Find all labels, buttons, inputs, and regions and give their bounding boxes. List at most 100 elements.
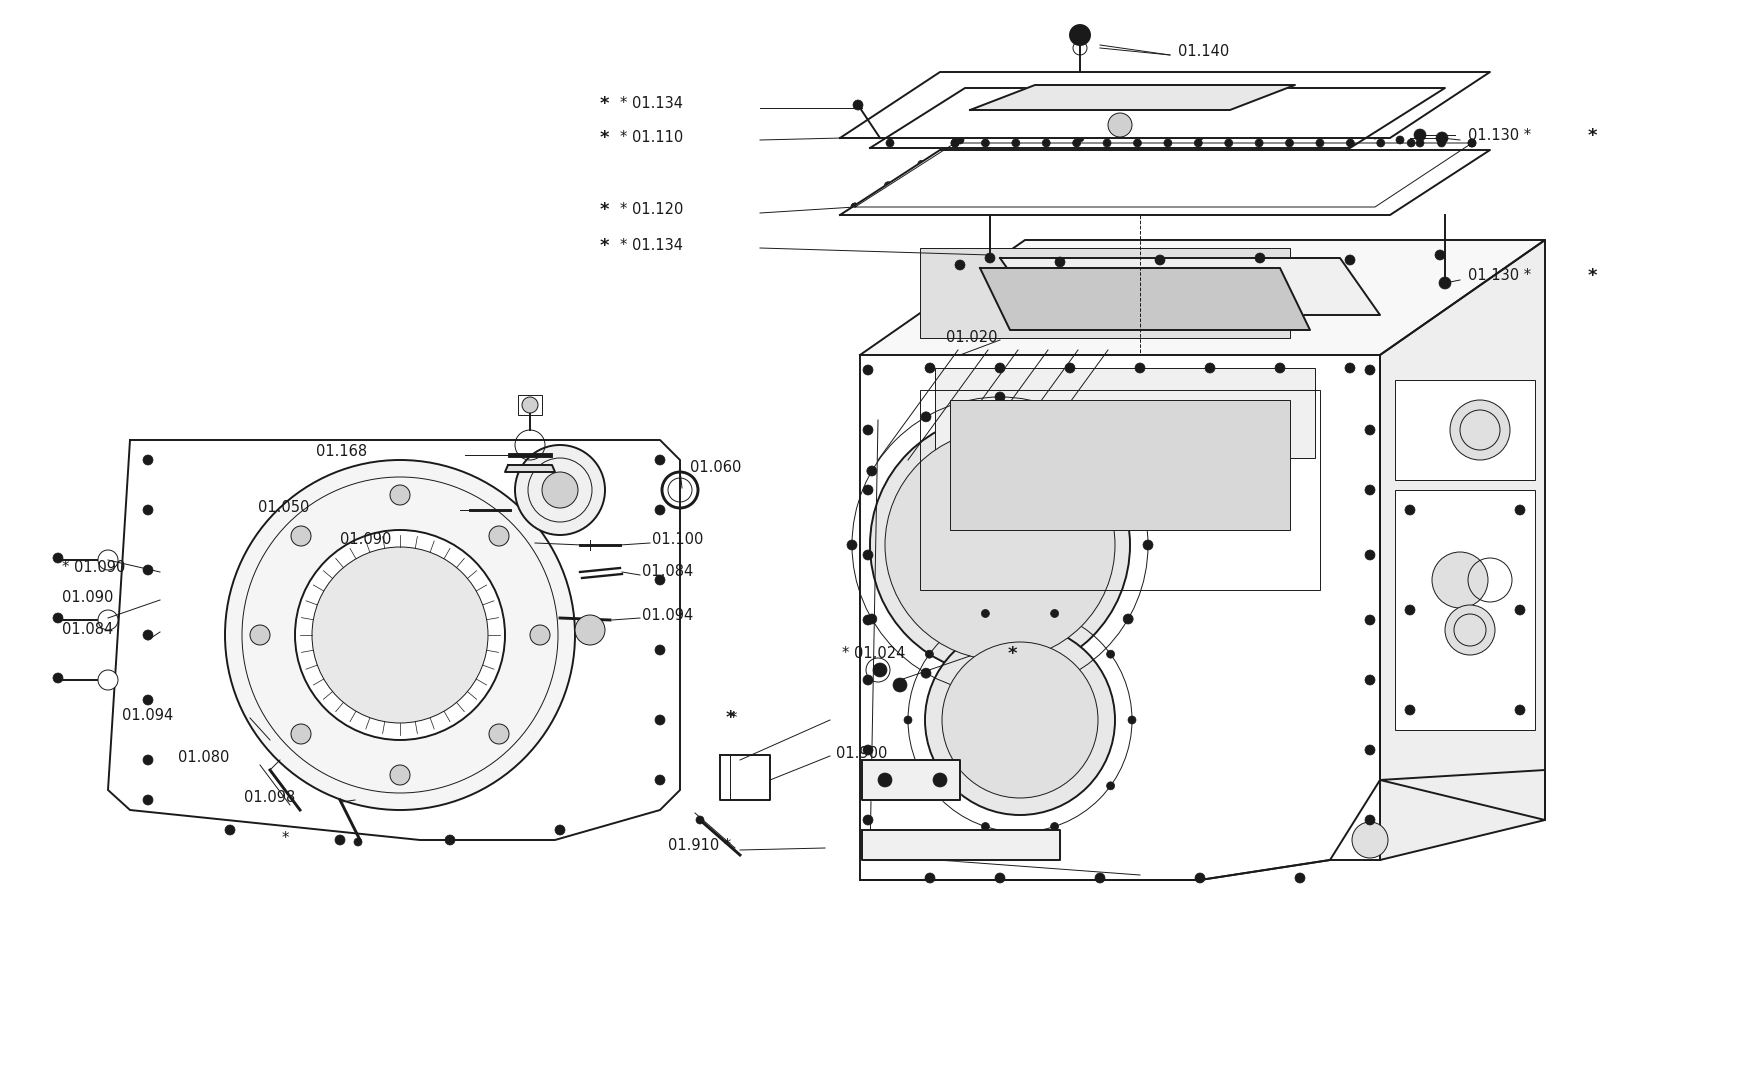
Circle shape (390, 765, 410, 785)
Text: *: * (724, 708, 735, 727)
Circle shape (1365, 615, 1376, 625)
Circle shape (1188, 203, 1195, 211)
Circle shape (1405, 705, 1416, 715)
Polygon shape (840, 150, 1489, 215)
Circle shape (1108, 113, 1132, 137)
Text: 01.100: 01.100 (653, 533, 704, 547)
Circle shape (696, 816, 704, 824)
Circle shape (654, 576, 665, 585)
Circle shape (1066, 203, 1073, 211)
Circle shape (1124, 614, 1134, 623)
Circle shape (933, 773, 947, 787)
Text: 01.900: 01.900 (836, 747, 887, 762)
Circle shape (870, 415, 1130, 675)
Circle shape (144, 755, 152, 765)
Circle shape (1069, 25, 1090, 45)
Circle shape (1516, 605, 1524, 615)
Polygon shape (970, 85, 1295, 110)
Text: * 01.090: * 01.090 (61, 560, 126, 576)
Circle shape (488, 526, 509, 546)
Circle shape (1437, 140, 1446, 147)
Circle shape (530, 625, 550, 645)
Circle shape (1286, 140, 1293, 147)
Text: 01.084: 01.084 (642, 565, 693, 580)
Text: 01.168: 01.168 (317, 445, 368, 460)
Bar (920, 249, 1290, 338)
Circle shape (926, 363, 934, 373)
Circle shape (1468, 140, 1475, 147)
Circle shape (1055, 257, 1066, 267)
Text: 01.090: 01.090 (340, 533, 392, 547)
Circle shape (1365, 815, 1376, 825)
Polygon shape (108, 440, 681, 840)
Circle shape (882, 203, 889, 211)
Circle shape (1250, 203, 1256, 211)
Text: 01.060: 01.060 (690, 460, 742, 474)
Circle shape (956, 261, 964, 270)
Circle shape (1011, 140, 1020, 147)
Bar (920, 390, 1320, 590)
Text: * 01.110: * 01.110 (620, 131, 682, 145)
Circle shape (1370, 203, 1379, 211)
Circle shape (98, 610, 117, 630)
Circle shape (488, 724, 509, 744)
Circle shape (1102, 140, 1111, 147)
Circle shape (950, 140, 959, 147)
Circle shape (52, 613, 63, 623)
Circle shape (522, 397, 537, 413)
Circle shape (1365, 744, 1376, 755)
Circle shape (863, 485, 873, 495)
Circle shape (654, 455, 665, 465)
Circle shape (942, 642, 1097, 798)
Circle shape (1127, 203, 1134, 211)
Circle shape (654, 505, 665, 514)
Text: 01.090: 01.090 (61, 591, 114, 606)
Circle shape (996, 392, 1004, 402)
Bar (518, 395, 542, 415)
Circle shape (1155, 255, 1166, 265)
Text: *: * (282, 831, 289, 846)
Circle shape (863, 425, 873, 435)
Circle shape (863, 550, 873, 560)
Polygon shape (719, 755, 770, 800)
Circle shape (290, 724, 312, 744)
Circle shape (1346, 140, 1354, 147)
Polygon shape (863, 760, 961, 800)
Text: * 01.024: * 01.024 (842, 646, 905, 662)
Text: 01.130 *: 01.130 * (1468, 129, 1531, 144)
Circle shape (926, 650, 933, 658)
Text: *: * (598, 237, 609, 255)
Circle shape (1516, 505, 1524, 514)
Circle shape (1255, 253, 1265, 263)
Text: 01.094: 01.094 (123, 708, 173, 724)
Circle shape (1034, 203, 1043, 211)
Polygon shape (980, 268, 1311, 330)
Circle shape (866, 614, 877, 623)
Circle shape (982, 823, 989, 831)
Circle shape (144, 630, 152, 640)
Circle shape (1309, 203, 1318, 211)
Circle shape (1377, 140, 1384, 147)
Circle shape (973, 203, 982, 211)
Circle shape (1106, 782, 1115, 790)
Polygon shape (863, 829, 1060, 860)
Circle shape (850, 203, 859, 211)
Text: *: * (1008, 645, 1017, 663)
Circle shape (1096, 873, 1104, 883)
Circle shape (1516, 705, 1524, 715)
Text: 01.910 *: 01.910 * (668, 838, 732, 853)
Circle shape (1076, 134, 1083, 142)
Circle shape (1316, 140, 1325, 147)
Circle shape (226, 460, 576, 810)
Circle shape (1404, 182, 1410, 190)
Circle shape (863, 815, 873, 825)
Circle shape (863, 744, 873, 755)
Circle shape (390, 485, 410, 505)
Circle shape (926, 625, 1115, 815)
Circle shape (917, 160, 926, 168)
Circle shape (878, 773, 892, 787)
Circle shape (354, 838, 362, 846)
Circle shape (555, 825, 565, 835)
Bar (934, 368, 1314, 458)
Circle shape (1195, 873, 1206, 883)
